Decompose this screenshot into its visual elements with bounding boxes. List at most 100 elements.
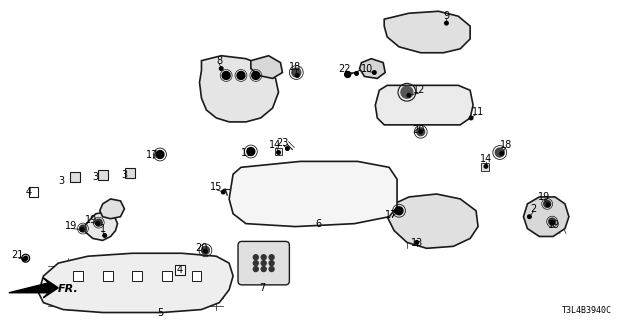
Circle shape — [292, 68, 301, 77]
Polygon shape — [251, 56, 282, 78]
Circle shape — [156, 154, 160, 157]
Circle shape — [396, 210, 400, 213]
Circle shape — [253, 261, 259, 266]
Circle shape — [79, 225, 86, 232]
Circle shape — [285, 147, 289, 150]
Circle shape — [80, 228, 84, 231]
Text: 18: 18 — [500, 140, 512, 150]
Text: 10: 10 — [362, 64, 374, 74]
Circle shape — [500, 152, 504, 155]
Circle shape — [296, 74, 299, 77]
Polygon shape — [524, 197, 569, 236]
Circle shape — [261, 267, 266, 272]
Circle shape — [544, 200, 550, 207]
Text: 19: 19 — [65, 220, 77, 231]
Circle shape — [221, 190, 225, 194]
Circle shape — [248, 151, 252, 154]
Circle shape — [252, 71, 260, 79]
Circle shape — [355, 72, 358, 75]
Circle shape — [95, 219, 102, 226]
Text: 2: 2 — [530, 204, 536, 214]
Circle shape — [24, 256, 28, 260]
Text: 5: 5 — [157, 308, 163, 317]
FancyBboxPatch shape — [481, 164, 489, 171]
Text: 21: 21 — [12, 250, 24, 260]
Polygon shape — [229, 161, 397, 227]
Text: 19: 19 — [538, 192, 550, 202]
Circle shape — [96, 222, 100, 225]
Text: 3: 3 — [58, 176, 64, 186]
Text: 20: 20 — [195, 243, 207, 253]
Circle shape — [204, 250, 207, 253]
Text: 7: 7 — [260, 283, 266, 293]
Polygon shape — [38, 253, 233, 313]
Circle shape — [202, 246, 209, 254]
Text: 6: 6 — [315, 219, 321, 228]
Text: 12: 12 — [413, 85, 425, 95]
Bar — [175, 265, 185, 275]
Bar — [125, 168, 135, 178]
Circle shape — [269, 255, 274, 260]
Text: 20: 20 — [413, 125, 425, 135]
Bar — [162, 271, 172, 281]
Text: 8: 8 — [216, 56, 222, 66]
Circle shape — [276, 151, 280, 154]
Circle shape — [415, 241, 419, 244]
Bar — [102, 271, 113, 281]
Circle shape — [247, 148, 255, 156]
Polygon shape — [360, 59, 385, 78]
Text: 14: 14 — [480, 155, 492, 164]
FancyBboxPatch shape — [275, 148, 282, 156]
Bar — [70, 172, 80, 182]
Circle shape — [484, 164, 488, 168]
Circle shape — [407, 93, 411, 97]
Circle shape — [550, 221, 554, 224]
Text: 13: 13 — [411, 238, 423, 248]
Circle shape — [253, 255, 259, 260]
Text: 17: 17 — [385, 210, 397, 220]
Circle shape — [401, 86, 413, 98]
Text: 11: 11 — [472, 107, 484, 117]
Circle shape — [372, 71, 376, 74]
Text: 4: 4 — [26, 187, 32, 197]
Polygon shape — [387, 194, 478, 248]
Circle shape — [548, 218, 556, 225]
Polygon shape — [9, 278, 58, 298]
Polygon shape — [100, 199, 124, 219]
Bar — [98, 170, 108, 180]
Text: 9: 9 — [444, 11, 449, 21]
Text: 3: 3 — [122, 170, 127, 180]
Text: 19: 19 — [548, 220, 560, 230]
Circle shape — [269, 267, 274, 272]
Circle shape — [495, 148, 504, 157]
Text: 17: 17 — [146, 150, 158, 160]
Text: 22: 22 — [339, 64, 351, 74]
FancyBboxPatch shape — [238, 241, 289, 285]
Polygon shape — [384, 11, 470, 53]
Text: 19: 19 — [84, 215, 97, 225]
Text: FR.: FR. — [58, 284, 79, 294]
Polygon shape — [375, 85, 473, 125]
Text: 3: 3 — [93, 172, 99, 182]
Text: 23: 23 — [276, 138, 289, 148]
Polygon shape — [85, 212, 118, 240]
Circle shape — [417, 128, 425, 136]
Circle shape — [103, 234, 106, 237]
Circle shape — [237, 71, 245, 79]
Bar — [29, 187, 38, 197]
Text: 17: 17 — [241, 148, 253, 157]
Circle shape — [395, 207, 403, 215]
Text: 15: 15 — [210, 182, 223, 192]
Bar — [73, 271, 83, 281]
Circle shape — [527, 215, 531, 219]
Text: 1: 1 — [100, 224, 106, 234]
Bar — [191, 271, 202, 281]
Circle shape — [222, 71, 230, 79]
Circle shape — [445, 21, 448, 25]
Circle shape — [269, 261, 274, 266]
Circle shape — [156, 150, 164, 158]
Circle shape — [419, 130, 422, 133]
Circle shape — [547, 203, 550, 207]
Bar — [132, 271, 142, 281]
Text: 14: 14 — [269, 140, 282, 150]
